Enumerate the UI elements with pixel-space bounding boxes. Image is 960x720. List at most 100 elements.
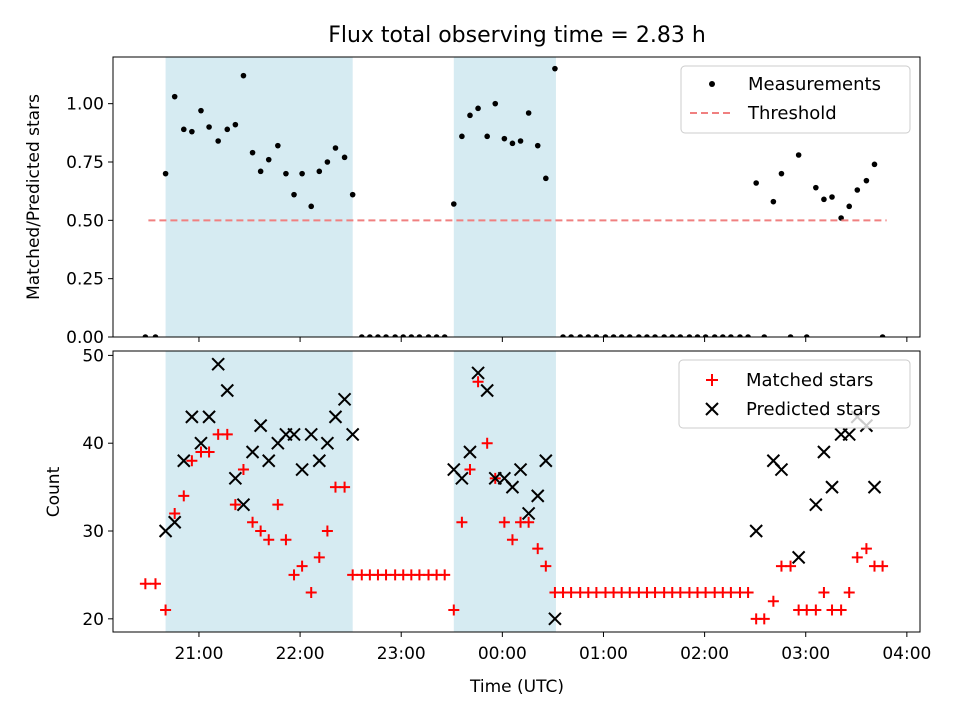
top-y-tick-label: 1.00 xyxy=(66,95,104,115)
predicted-stars-point xyxy=(791,550,806,565)
measurements-point xyxy=(787,334,794,337)
bottom-legend-matched-marker xyxy=(706,374,718,386)
predicted-stars-point xyxy=(337,392,352,407)
matched-stars-point xyxy=(818,586,830,598)
top-y-tick-label: 0.00 xyxy=(66,328,104,348)
measurements-point xyxy=(626,334,633,337)
matched-stars-point xyxy=(280,534,292,546)
measurements-point xyxy=(803,334,810,337)
matched-stars-point xyxy=(272,499,284,511)
measurements-point xyxy=(501,135,508,142)
predicted-stars-point xyxy=(867,480,882,494)
predicted-stars-point xyxy=(167,515,182,529)
measurements-point xyxy=(383,334,389,337)
matched-stars-point xyxy=(186,455,198,467)
measurements-point xyxy=(593,334,600,337)
top-shaded-interval-0 xyxy=(165,57,353,337)
measurements-point xyxy=(367,334,373,337)
measurements-point xyxy=(475,105,481,112)
top-panel-y-axis-label: Matched/Predicted stars xyxy=(24,94,44,300)
matched-stars-point xyxy=(523,516,535,528)
matched-stars-point xyxy=(149,578,161,590)
predicted-stars-point xyxy=(345,427,360,442)
top-legend-box xyxy=(680,65,911,134)
measurements-point xyxy=(585,334,592,337)
top-y-tick-label: 0.75 xyxy=(66,153,104,173)
predicted-stars-point xyxy=(774,462,789,477)
matched-stars-point xyxy=(237,464,249,476)
predicted-stars-point xyxy=(539,454,553,468)
matched-stars-point xyxy=(456,516,468,528)
predicted-stars-point xyxy=(220,383,234,398)
bottom-shaded-interval-0 xyxy=(165,351,353,632)
measurements-point xyxy=(224,126,231,133)
bottom-legend-box xyxy=(678,359,911,429)
predicted-stars-point xyxy=(320,436,335,450)
predicted-stars-point xyxy=(304,427,318,442)
top-panel-x-ticks xyxy=(198,337,908,342)
matched-stars-point xyxy=(742,586,754,598)
bottom-legend-predicted-marker xyxy=(705,402,719,416)
matched-stars-point xyxy=(313,551,325,563)
measurements-point xyxy=(568,334,574,337)
top-panel-series xyxy=(142,65,887,337)
predicted-stars-point xyxy=(480,383,494,398)
matched-stars-point xyxy=(221,428,233,440)
top-y-tick-label: 0.25 xyxy=(66,270,104,290)
measurements-point xyxy=(332,145,339,151)
top-panel: 0.00 0.25 0.50 0.75 1.00 Matched/Predicted s… xyxy=(24,56,921,348)
predicted-stars-point xyxy=(471,366,485,380)
measurements-point xyxy=(349,191,356,198)
measurements-point xyxy=(778,170,785,177)
measurements-point xyxy=(720,334,726,337)
bottom-panel-y-ticks: 20 30 40 50 xyxy=(82,346,113,630)
measurements-point xyxy=(416,334,423,337)
predicted-stars-point xyxy=(328,410,343,424)
matched-stars-point xyxy=(296,560,308,572)
bottom-shaded-interval-1 xyxy=(453,351,556,632)
measurements-point xyxy=(249,149,256,156)
measurements-point xyxy=(171,93,178,100)
measurements-point xyxy=(813,184,819,191)
measurements-point xyxy=(577,334,584,337)
predicted-stars-point xyxy=(463,445,477,459)
bottom-panel-shaded-regions xyxy=(165,351,556,632)
measurements-point xyxy=(686,334,693,337)
measurements-point xyxy=(257,168,264,175)
predicted-stars-point xyxy=(202,410,216,424)
predicted-stars-point xyxy=(505,480,520,494)
matched-stars-point xyxy=(464,464,476,476)
matched-stars-point xyxy=(506,534,518,546)
matched-stars-point xyxy=(229,499,241,511)
predicted-stars-point xyxy=(287,427,301,442)
predicted-stars-point xyxy=(749,524,763,538)
measurements-point xyxy=(180,126,187,133)
matched-stars-point xyxy=(851,551,863,563)
matched-stars-point xyxy=(843,586,855,598)
measurements-point xyxy=(198,107,204,114)
measurements-point xyxy=(308,203,315,210)
measurements-point xyxy=(358,334,365,337)
measurements-point xyxy=(879,334,886,337)
measurements-point xyxy=(265,156,272,163)
x-tick-label: 03:00 xyxy=(781,644,830,664)
measurements-point xyxy=(433,334,440,337)
matched-stars-point xyxy=(767,595,779,607)
predicted-stars-point xyxy=(825,480,839,494)
measurements-point xyxy=(517,138,524,144)
measurements-point xyxy=(552,65,558,72)
top-panel-frame xyxy=(112,56,921,338)
measurements-point xyxy=(467,112,473,119)
predicted-stars-point xyxy=(312,454,327,468)
matched-stars-point xyxy=(255,525,267,537)
matched-stars-point xyxy=(540,560,552,572)
matched-stars-point xyxy=(178,490,190,502)
measurements-point xyxy=(863,177,870,184)
measurements-point xyxy=(560,334,566,337)
top-y-tick-label: 0.50 xyxy=(66,211,104,231)
predicted-stars-point xyxy=(262,454,276,468)
matched-stars-point xyxy=(263,534,275,546)
measurements-point xyxy=(652,334,658,337)
measurements-point xyxy=(400,334,407,337)
measurements-point xyxy=(341,154,348,161)
